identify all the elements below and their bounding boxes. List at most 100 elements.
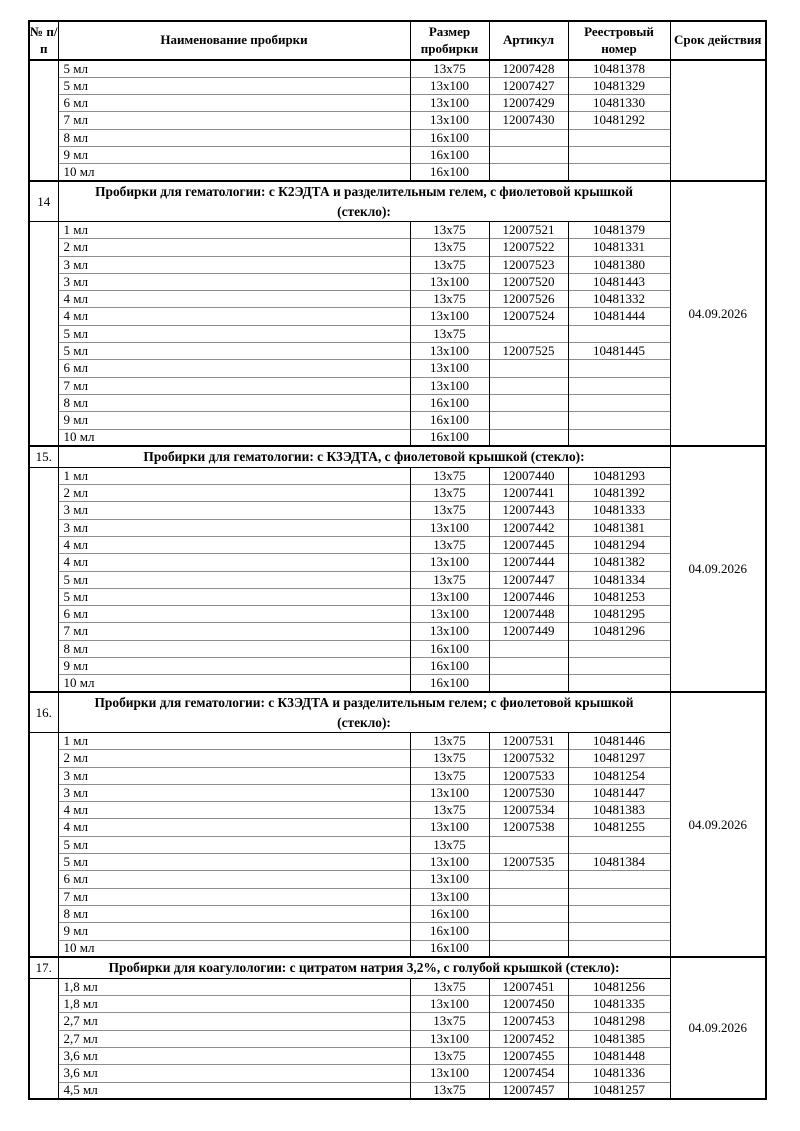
tube-size-cell: 13x100 (409, 76, 490, 95)
registry-cell (567, 428, 671, 447)
registry-cell: 10481392 (567, 484, 671, 502)
tube-name-cell: 4 мл (57, 801, 411, 819)
article-cell (488, 922, 569, 941)
table-row: 8 мл 16x100 (29, 128, 766, 147)
tube-name-cell: 10 мл (57, 428, 411, 447)
tube-size-cell: 13x75 (409, 835, 490, 854)
registry-cell (567, 145, 671, 164)
tube-name-cell: 9 мл (57, 411, 411, 430)
article-cell: 12007441 (488, 484, 569, 502)
tube-size-cell: 16x100 (409, 674, 490, 693)
validity-cell: 04.09.2026 (669, 445, 767, 693)
table-row: 5 мл 13x100 12007427 10481329 (29, 76, 766, 95)
article-cell (488, 145, 569, 164)
article-cell: 12007524 (488, 307, 569, 326)
article-cell: 12007440 (488, 466, 569, 485)
article-cell: 12007442 (488, 518, 569, 537)
table-row: 8 мл 16x100 (29, 639, 766, 658)
table-row: 4 мл 13x100 12007444 10481382 (29, 553, 766, 572)
article-cell (488, 904, 569, 923)
col-header-article: Артикул (488, 21, 569, 61)
table-row: 9 мл 16x100 (29, 145, 766, 164)
registry-cell: 10481334 (567, 570, 671, 589)
section-number-cell: 14 (28, 180, 59, 222)
tube-size-cell: 16x100 (409, 145, 490, 164)
tube-name-cell: 3 мл (57, 783, 411, 802)
article-cell: 12007427 (488, 76, 569, 95)
tube-name-cell: 2,7 мл (57, 1029, 411, 1048)
validity-cell (669, 60, 767, 182)
table-row: 6 мл 13x100 12007429 10481330 (29, 94, 766, 112)
tube-size-cell: 16x100 (409, 657, 490, 675)
article-cell: 12007428 (488, 60, 569, 78)
registry-cell: 10481292 (567, 111, 671, 130)
section-number-cell: 16. (28, 691, 59, 733)
table-row: 9 мл 16x100 (29, 411, 766, 430)
table-row: 2 мл 13x75 12007441 10481392 (29, 484, 766, 502)
section-header-row: 15. Пробирки для гематологии: с К3ЭДТА, с… (28, 445, 767, 693)
article-cell (488, 411, 569, 430)
tube-size-cell: 13x100 (409, 359, 490, 378)
table-row: 4,5 мл 13x75 12007457 10481257 (29, 1081, 766, 1100)
tube-name-cell: 6 мл (57, 359, 411, 378)
tube-name-cell: 5 мл (57, 587, 411, 606)
registry-cell: 10481385 (567, 1029, 671, 1048)
article-cell: 12007457 (488, 1081, 569, 1100)
article-cell: 12007532 (488, 749, 569, 768)
article-cell: 12007450 (488, 995, 569, 1013)
tube-size-cell: 16x100 (409, 922, 490, 941)
tube-name-cell: 4 мл (57, 290, 411, 308)
tube-size-cell: 13x100 (409, 307, 490, 326)
tube-size-cell: 13x75 (409, 501, 490, 520)
tube-size-cell: 13x75 (409, 484, 490, 502)
registry-cell: 10481329 (567, 76, 671, 95)
table-row: 7 мл 13x100 (29, 887, 766, 906)
table-row: 1,8 мл 13x100 12007450 10481335 (29, 995, 766, 1013)
registry-cell (567, 674, 671, 693)
tube-size-cell: 13x75 (409, 731, 490, 750)
tube-name-cell: 2,7 мл (57, 1012, 411, 1031)
tube-size-cell: 13x100 (409, 553, 490, 572)
tube-size-cell: 16x100 (409, 163, 490, 182)
tube-size-cell: 13x75 (409, 466, 490, 485)
tube-name-cell: 8 мл (57, 128, 411, 147)
tube-name-cell: 7 мл (57, 376, 411, 395)
tube-size-cell: 13x100 (409, 111, 490, 130)
registry-cell: 10481378 (567, 60, 671, 78)
tube-size-cell: 16x100 (409, 904, 490, 923)
tube-name-cell: 8 мл (57, 639, 411, 658)
registry-cell: 10481335 (567, 995, 671, 1013)
registry-cell: 10481333 (567, 501, 671, 520)
tube-name-cell: 3,6 мл (57, 1064, 411, 1083)
tube-size-cell: 16x100 (409, 939, 490, 958)
article-cell: 12007449 (488, 622, 569, 641)
registry-cell: 10481296 (567, 622, 671, 641)
registry-cell (567, 835, 671, 854)
tube-name-cell: 5 мл (57, 342, 411, 360)
section-title-cell: Пробирки для гематологии: с К3ЭДТА и раз… (57, 691, 671, 733)
table-header: № п/п Наименование пробирки Размер проби… (28, 21, 767, 61)
article-cell (488, 835, 569, 854)
article-cell (488, 639, 569, 658)
registry-cell (567, 393, 671, 412)
registry-cell: 10481332 (567, 290, 671, 308)
registry-cell: 10481257 (567, 1081, 671, 1100)
tube-name-cell: 10 мл (57, 163, 411, 182)
registry-cell (567, 657, 671, 675)
table-row: 6 мл 13x100 (29, 870, 766, 889)
col-header-name: Наименование пробирки (57, 21, 411, 61)
tube-size-cell: 16x100 (409, 411, 490, 430)
tube-name-cell: 4 мл (57, 818, 411, 837)
tube-name-cell: 9 мл (57, 657, 411, 675)
table-row: 2 мл 13x75 12007532 10481297 (29, 749, 766, 768)
tube-size-cell: 13x100 (409, 995, 490, 1013)
tube-name-cell: 1 мл (57, 466, 411, 485)
section-title-cell: Пробирки для гематологии: с К2ЭДТА и раз… (57, 180, 671, 222)
tube-size-cell: 13x75 (409, 238, 490, 257)
article-cell: 12007525 (488, 342, 569, 360)
registry-cell: 10481294 (567, 535, 671, 554)
table-row: 7 мл 13x100 (29, 376, 766, 395)
tube-name-cell: 3 мл (57, 272, 411, 291)
tube-name-cell: 7 мл (57, 622, 411, 641)
table-row: 2,7 мл 13x75 12007453 10481298 (29, 1012, 766, 1031)
